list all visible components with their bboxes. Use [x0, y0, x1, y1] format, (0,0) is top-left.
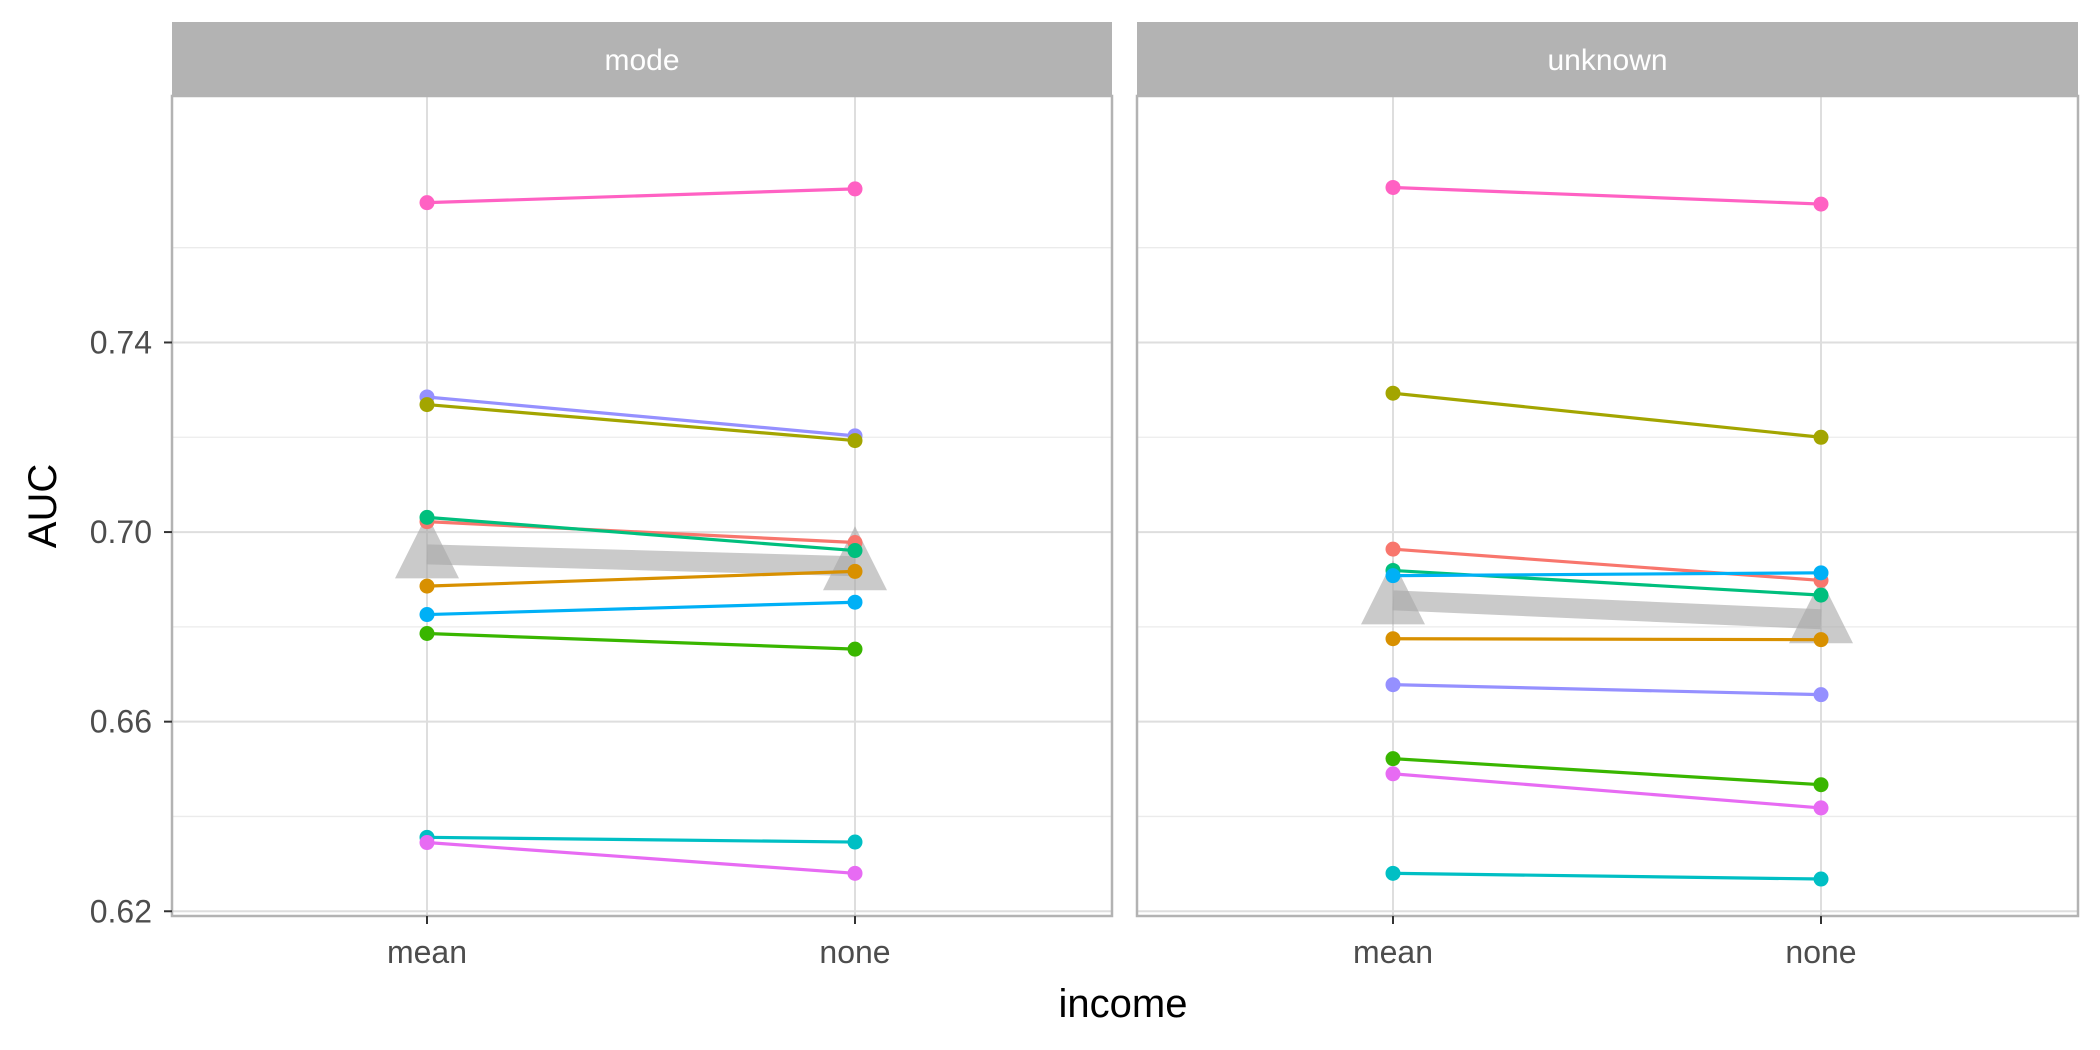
data-point: [1813, 871, 1829, 887]
y-tick-label: 0.66: [90, 704, 152, 740]
data-point: [847, 834, 863, 850]
data-point: [419, 397, 435, 413]
series-8: [419, 626, 863, 657]
series-line: [426, 569, 856, 588]
series-line: [426, 840, 856, 875]
facet-strip-label: mode: [604, 44, 679, 77]
series-2: [1385, 385, 1829, 445]
data-point: [1813, 587, 1829, 603]
data-point: [419, 578, 435, 594]
series-6: [1385, 631, 1829, 648]
y-axis-title: AUC: [21, 464, 65, 548]
x-tick-label: none: [1785, 934, 1856, 970]
data-point: [1385, 631, 1401, 647]
data-point: [1813, 800, 1829, 816]
data-point: [1813, 565, 1829, 581]
series-10: [1385, 865, 1829, 887]
facet-strip-label: unknown: [1547, 44, 1667, 77]
series-1: [1385, 179, 1829, 212]
data-point: [1813, 196, 1829, 212]
facet-strip: [172, 22, 1112, 96]
data-point: [1385, 541, 1401, 557]
series-line: [1392, 547, 1822, 583]
series-9: [1385, 766, 1829, 816]
data-point: [1813, 632, 1829, 648]
facet-panels: mode mean none unknown mean none: [170, 22, 2080, 970]
summary-triangle: [395, 514, 459, 579]
series-line: [1392, 772, 1822, 810]
data-point: [1813, 429, 1829, 445]
data-point: [1385, 751, 1401, 767]
series-line: [426, 395, 856, 438]
data-point: [1813, 687, 1829, 703]
data-point: [419, 607, 435, 623]
x-tick-label: mean: [1353, 934, 1433, 970]
x-tick-label: mean: [387, 934, 467, 970]
series-6: [419, 563, 863, 594]
data-point: [847, 543, 863, 559]
series-7: [1385, 677, 1829, 703]
y-tick-label: 0.70: [90, 514, 152, 550]
series-1: [419, 181, 863, 211]
panel-background: [172, 96, 1112, 916]
summary-triangle: [823, 526, 887, 591]
panel-background: [1137, 96, 2078, 916]
series-line: [426, 402, 856, 443]
summary-line: [1392, 590, 1822, 630]
series-line: [1392, 185, 1822, 206]
x-tick-label: none: [819, 934, 890, 970]
series-line: [426, 631, 856, 651]
data-point: [847, 865, 863, 881]
data-point: [847, 594, 863, 610]
facet-strip: [1137, 22, 2078, 96]
summary-triangle: [1361, 560, 1425, 625]
series-line: [426, 520, 856, 545]
series-line: [426, 187, 856, 205]
data-point: [1385, 865, 1401, 881]
y-tick-label: 0.62: [90, 893, 152, 929]
data-point: [1385, 385, 1401, 401]
data-point: [1385, 766, 1401, 782]
series-3: [419, 397, 863, 449]
series-8: [1385, 751, 1829, 793]
series-line: [1392, 637, 1822, 642]
series-10: [419, 835, 863, 881]
data-point: [1385, 568, 1401, 584]
data-point: [419, 195, 435, 211]
data-point: [419, 626, 435, 642]
data-point: [1385, 677, 1401, 693]
panel-mode: mode mean none: [170, 22, 1114, 970]
data-point: [1385, 179, 1401, 195]
series-line: [1392, 683, 1822, 697]
series-line: [1392, 757, 1822, 787]
series-line: [426, 515, 856, 553]
data-point: [847, 181, 863, 197]
x-axis-title: income: [1059, 982, 1188, 1026]
series-5: [1385, 565, 1829, 584]
summary-line: [426, 544, 856, 577]
y-axis: 0.62 0.66 0.70 0.74: [90, 324, 172, 929]
series-7: [419, 594, 863, 623]
series-line: [1392, 571, 1822, 578]
series-line: [1392, 391, 1822, 439]
data-point: [419, 509, 435, 525]
data-point: [419, 835, 435, 851]
data-point: [847, 563, 863, 579]
series-line: [1392, 871, 1822, 881]
series-line: [426, 835, 856, 844]
summary-triangle: [1789, 579, 1853, 644]
data-point: [847, 433, 863, 449]
series-line: [426, 600, 856, 617]
y-tick-label: 0.74: [90, 324, 152, 360]
data-point: [847, 641, 863, 657]
series-5: [419, 509, 863, 559]
data-point: [1813, 777, 1829, 793]
panel-unknown: unknown mean none: [1135, 22, 2080, 970]
